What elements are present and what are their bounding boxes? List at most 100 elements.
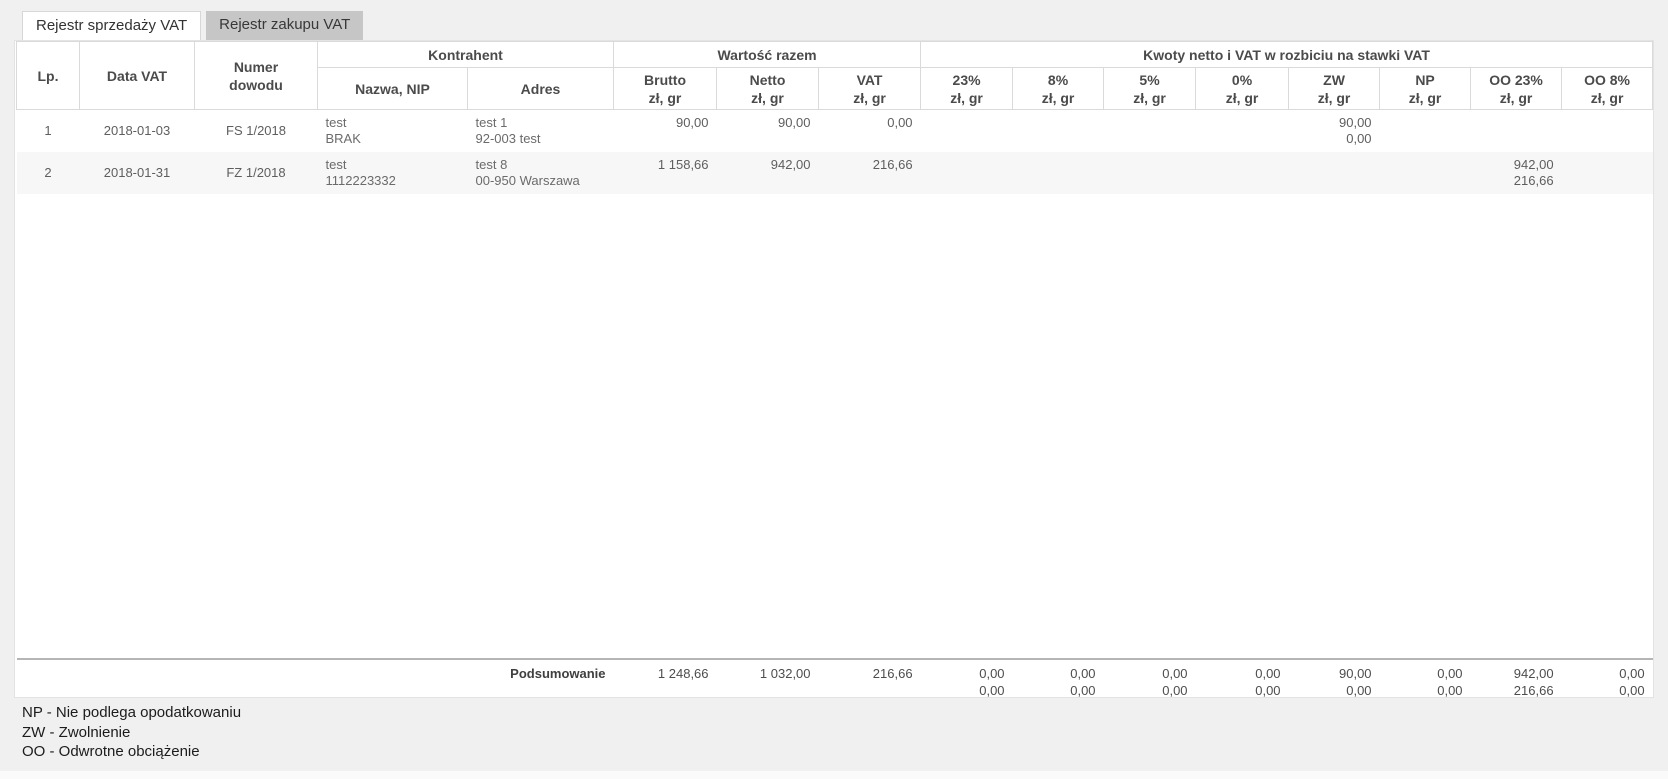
cell-numer_dowodu: FS 1/2018	[226, 123, 286, 138]
register-tabs: Rejestr sprzedaży VAT Rejestr zakupu VAT	[22, 11, 364, 40]
legend-item: NP - Nie podlega opodatkowaniu	[22, 704, 242, 721]
column-unit: zł, gr	[1408, 89, 1442, 106]
cell-line: test	[325, 157, 347, 172]
cell-line: 0,00	[1619, 683, 1645, 698]
cell-nazwa_nip: test 1112223332	[318, 152, 468, 194]
cell-vat: 0,00	[887, 115, 913, 130]
cell-line: 216,66	[1513, 173, 1554, 188]
cell-oo23	[1471, 110, 1562, 153]
cell-line: 0,00	[1162, 683, 1188, 698]
summary-label: Podsumowanie	[16, 658, 614, 697]
cell-line: 0,00	[1346, 683, 1372, 698]
column-header-lp: Lp.	[16, 41, 80, 110]
cell-np	[1380, 110, 1471, 153]
cell-line: 0,00	[979, 666, 1005, 681]
summary-cell-s5: 0,00 0,00	[1103, 658, 1196, 698]
group-header-wartosc-razem: Wartość razem	[613, 41, 922, 68]
cell-line: 0,00	[1162, 666, 1188, 681]
column-header-vat: VAT zł, gr	[818, 67, 922, 110]
summary-cell-oo8: 0,00 0,00	[1561, 658, 1653, 698]
column-unit: zł, gr	[1590, 89, 1624, 106]
column-unit: zł, gr	[648, 89, 682, 106]
column-header-oo8: OO 8% zł, gr	[1561, 67, 1653, 110]
column-label: 0%	[1231, 71, 1253, 88]
cell-line: test	[325, 115, 347, 130]
empty-table-space	[17, 194, 1653, 659]
cell-line: 0,00	[1437, 666, 1463, 681]
column-label: Nazwa, NIP	[355, 80, 430, 97]
column-label: NP	[1415, 71, 1435, 88]
column-header-netto: Netto zł, gr	[716, 67, 820, 110]
column-header-adres: Adres	[466, 67, 615, 110]
cell-oo23: 942,00 216,66	[1471, 152, 1562, 194]
cell-line: 0,00	[1070, 683, 1096, 698]
summary-cell-s8: 0,00 0,00	[1012, 658, 1104, 698]
column-header-numer-dowodu: Numer dowodu	[194, 41, 318, 110]
summary-cell-s23: 0,00 0,00	[920, 658, 1013, 697]
table-body: 1 2018-01-03 FS 1/2018 test BRAK test 1 92-003…	[16, 110, 1653, 660]
column-unit: zł, gr	[1041, 89, 1075, 106]
cell-brutto: 1 158,66	[657, 157, 709, 172]
table-row[interactable]: 1 2018-01-03 FS 1/2018 test BRAK test 1 92-003…	[17, 110, 1653, 153]
cell-adres: test 1 92-003 test	[468, 110, 614, 153]
tab-rejestr-sprzedazy-vat[interactable]: Rejestr sprzedaży VAT	[22, 11, 202, 40]
table-row[interactable]: 2 2018-01-31 FZ 1/2018 test 1112223332 test 8…	[16, 152, 1653, 194]
summary-cell-np: 0,00 0,00	[1379, 658, 1471, 698]
tab-rejestr-zakupu-vat[interactable]: Rejestr zakupu VAT	[206, 11, 364, 40]
column-unit: zł, gr	[1225, 89, 1259, 106]
column-unit: zł, gr	[950, 89, 983, 106]
column-label: 5%	[1139, 71, 1160, 88]
column-unit: zł, gr	[751, 89, 784, 106]
table-header: Lp. Data VAT Numer dowodu Kontrahent War…	[16, 41, 1653, 110]
group-header-kontrahent: Kontrahent	[316, 41, 615, 68]
column-label: OO 23%	[1489, 71, 1543, 88]
column-header-0: 0% zł, gr	[1195, 67, 1290, 110]
column-label: VAT	[856, 71, 883, 88]
cell-line: 90,00	[1339, 115, 1372, 130]
summary-cell-netto: 1 032,00	[716, 658, 819, 697]
cell-lp: 2	[44, 165, 52, 180]
summary-cell-vat: 216,66	[818, 658, 921, 697]
column-label: OO 8%	[1584, 71, 1630, 88]
vat-register-table: Lp. Data VAT Numer dowodu Kontrahent War…	[16, 41, 1653, 698]
cell-line: 0,00	[1255, 666, 1281, 681]
cell-line: 00-950 Warszawa	[475, 173, 580, 188]
cell-data_vat: 2018-01-03	[103, 123, 171, 138]
column-unit: zł, gr	[1499, 89, 1533, 106]
cell-netto: 90,00	[777, 115, 811, 130]
cell-line: 0,00	[1346, 131, 1372, 146]
column-label: 8%	[1047, 71, 1069, 88]
summary-row: Podsumowanie 1 248,66 1 032,00 216,66 0,00 0,…	[16, 658, 1653, 698]
cell-line: 942,00	[1513, 157, 1554, 172]
cell-zw	[1289, 152, 1380, 194]
column-label: Adres	[520, 80, 561, 97]
cell-oo8	[1562, 110, 1653, 153]
cell-numer_dowodu: FZ 1/2018	[226, 165, 286, 180]
cell-vat: 216,66	[872, 157, 913, 172]
cell-line: 0,00	[1255, 683, 1281, 698]
column-header-nazwa-nip: Nazwa, NIP	[317, 67, 468, 110]
summary-cell-brutto: 1 248,66	[613, 658, 717, 697]
column-unit: zł, gr	[1133, 89, 1166, 106]
cell-line: test 1	[475, 115, 508, 130]
column-header-5: 5% zł, gr	[1103, 67, 1197, 110]
cell-data_vat: 2018-01-31	[103, 165, 171, 180]
summary-cell-zw: 90,00 0,00	[1288, 658, 1380, 698]
cell-s5	[1104, 152, 1196, 194]
cell-adres: test 8 00-950 Warszawa	[468, 152, 614, 194]
cell-s8	[1013, 152, 1104, 194]
cell-s0	[1196, 110, 1289, 153]
group-header-stawki-vat: Kwoty netto i VAT w rozbiciu na stawki V…	[920, 41, 1653, 68]
cell-line: 0,00	[1437, 683, 1463, 698]
cell-brutto: 90,00	[675, 115, 709, 130]
column-header-zw: ZW zł, gr	[1288, 67, 1381, 110]
column-header-np: NP zł, gr	[1379, 67, 1472, 110]
cell-lp: 1	[44, 123, 52, 138]
cell-line: 90,00	[1339, 666, 1372, 681]
column-unit: zł, gr	[853, 89, 886, 106]
summary-cell-s0: 0,00 0,00	[1195, 658, 1289, 698]
column-header-23: 23% zł, gr	[920, 67, 1014, 110]
cell-line: 0,00	[1619, 666, 1645, 681]
cell-line: 0,00	[1070, 666, 1096, 681]
cell-s8	[1013, 110, 1104, 153]
